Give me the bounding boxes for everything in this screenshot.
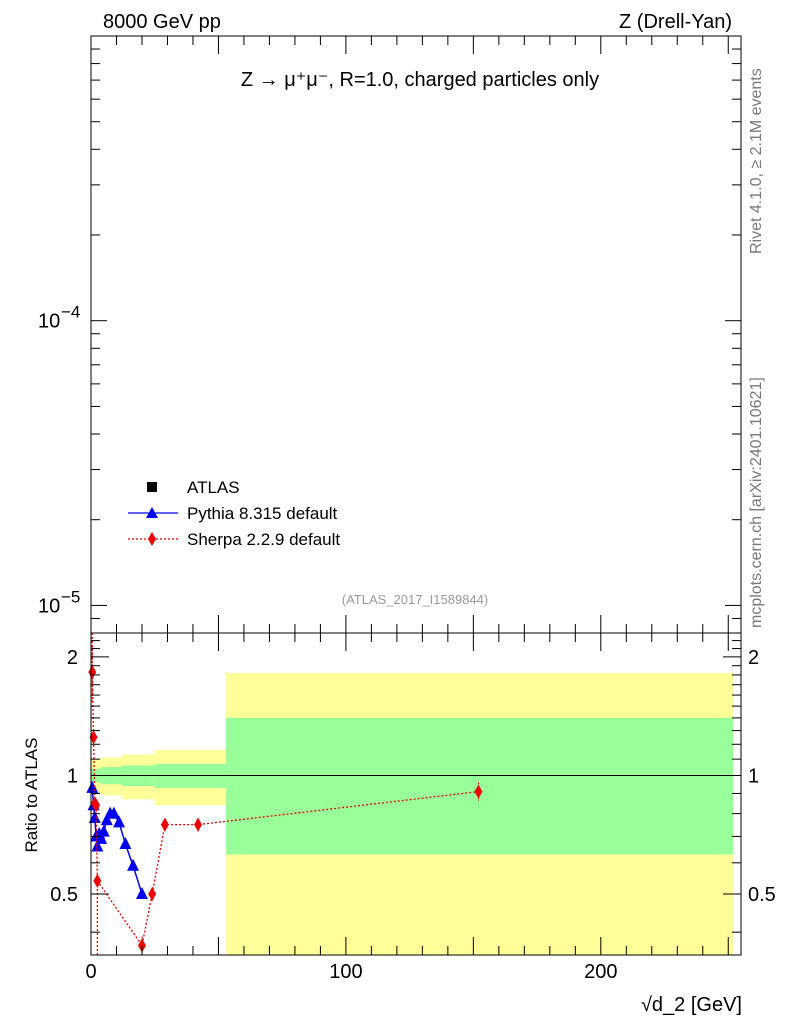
sherpa-point <box>137 938 146 953</box>
pythia-point <box>113 815 126 828</box>
sherpa-point <box>474 784 483 799</box>
main-y-tick-label: 10 <box>38 595 60 617</box>
pythia-point <box>127 858 140 871</box>
legend: ATLAS Pythia 8.315 default Sherpa 2.2.9 de… <box>128 478 340 549</box>
pythia-point <box>97 824 110 837</box>
sherpa-point <box>194 817 203 832</box>
legend-label: Pythia 8.315 default <box>187 504 338 523</box>
sherpa-point <box>148 886 157 901</box>
pythia-point <box>119 836 132 849</box>
legend-label: ATLAS <box>187 478 240 497</box>
ratio-frame <box>90 632 742 956</box>
x-tick-label: 100 <box>329 961 362 983</box>
legend-label: Sherpa 2.2.9 default <box>187 530 340 549</box>
main-y-tick-exponent: −5 <box>61 587 80 606</box>
ratio-y-tick-label: 0.5 <box>50 884 78 906</box>
process-label: Z (Drell-Yan) <box>619 11 732 33</box>
pythia-point <box>100 813 113 826</box>
ratio-y-axis-label: Ratio to ATLAS <box>22 738 41 853</box>
pythia-point <box>88 810 101 823</box>
ratio-y-tick-label: 2 <box>67 647 78 669</box>
legend-sherpa-marker <box>148 532 156 546</box>
rivet-version-label: Rivet 4.1.0, ≥ 2.1M events <box>748 68 765 254</box>
main-y-tick-exponent: −4 <box>61 303 80 322</box>
sherpa-point <box>92 798 101 813</box>
ratio-panel: 0.5 0.5 1 1 2 2 0 100 200 Ratio to ATLAS √d_2 [G… <box>22 36 776 1016</box>
sherpa-point <box>88 665 97 680</box>
x-axis-label: √d_2 [GeV] <box>641 994 742 1016</box>
green-band-4 <box>226 717 734 855</box>
chart-title: Z → μ⁺μ⁻, R=1.0, charged particles only <box>241 69 599 91</box>
pythia-point <box>107 806 120 819</box>
sherpa-point <box>89 730 98 745</box>
sherpa-point <box>93 873 102 888</box>
sherpa-point <box>160 817 169 832</box>
x-tick-label: 200 <box>584 961 617 983</box>
pythia-point <box>135 886 148 899</box>
legend-pythia-marker <box>146 507 158 518</box>
pythia-point <box>86 780 99 793</box>
ratio-y-tick-label-right: 2 <box>748 647 759 669</box>
pythia-point <box>95 831 108 844</box>
main-y-tick-label: 10 <box>38 311 60 333</box>
x-tick-label: 0 <box>85 961 96 983</box>
legend-atlas-marker <box>147 482 157 492</box>
reference-label: (ATLAS_2017_I1589844) <box>342 592 488 607</box>
ratio-y-tick-label-right: 0.5 <box>748 884 776 906</box>
energy-label: 8000 GeV pp <box>103 11 221 33</box>
mcplots-label: mcplots.cern.ch [arXiv:2401.10621] <box>748 377 765 628</box>
uncertainty-bands <box>91 673 734 955</box>
ratio-y-tick-label: 1 <box>67 765 78 787</box>
main-panel: Z → μ⁺μ⁻, R=1.0, charged particles only … <box>38 35 742 634</box>
ratio-y-tick-label-right: 1 <box>748 765 759 787</box>
ratio-ticks: 0.5 0.5 1 1 2 2 0 100 200 <box>50 36 776 983</box>
main-y-ticks: 10−410−5 <box>38 35 741 634</box>
